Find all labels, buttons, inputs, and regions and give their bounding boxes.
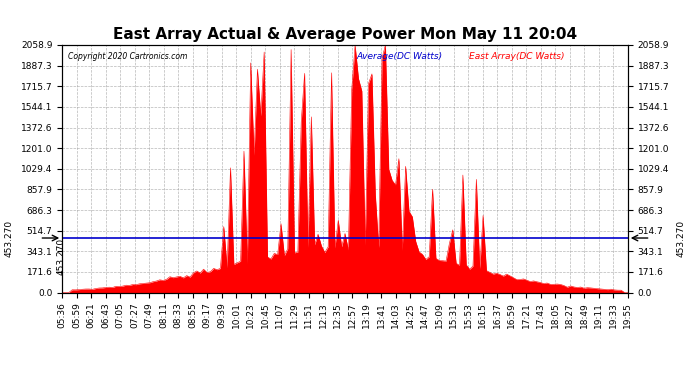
Text: 453.270: 453.270 [5,219,14,257]
Text: Copyright 2020 Cartronics.com: Copyright 2020 Cartronics.com [68,53,187,62]
Title: East Array Actual & Average Power Mon May 11 20:04: East Array Actual & Average Power Mon Ma… [113,27,577,42]
Text: 453.270: 453.270 [676,219,685,257]
Text: 453.270: 453.270 [57,238,66,275]
Text: Average(DC Watts): Average(DC Watts) [356,53,442,62]
Text: East Array(DC Watts): East Array(DC Watts) [469,53,565,62]
